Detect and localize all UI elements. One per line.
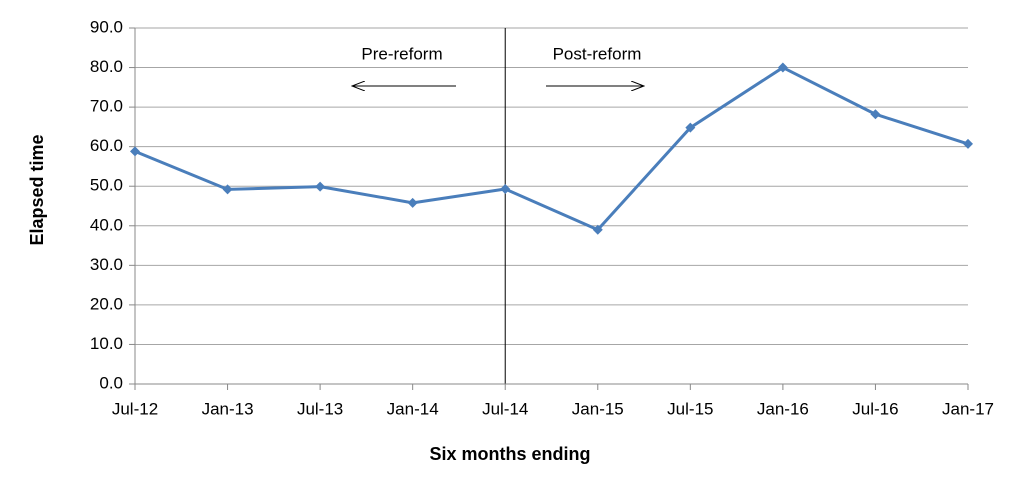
x-axis-label: Six months ending [429, 444, 590, 464]
x-tick-label: Jul-15 [667, 399, 713, 418]
y-tick-label: 40.0 [90, 215, 123, 234]
x-tick-label: Jan-14 [387, 399, 439, 418]
y-tick-label: 90.0 [90, 17, 123, 36]
x-tick-label: Jul-12 [112, 399, 158, 418]
marker [222, 184, 233, 195]
y-tick-label: 60.0 [90, 136, 123, 155]
marker [315, 181, 326, 192]
y-tick-label: 30.0 [90, 255, 123, 274]
y-tick-label: 80.0 [90, 57, 123, 76]
x-tick-label: Jul-16 [852, 399, 898, 418]
marker [777, 62, 788, 73]
y-tick-label: 20.0 [90, 294, 123, 313]
y-axis-label: Elapsed time [27, 134, 47, 245]
x-tick-label: Jan-17 [942, 399, 994, 418]
marker [963, 138, 973, 149]
marker [870, 109, 881, 120]
marker [407, 197, 418, 208]
marker [685, 122, 696, 133]
marker [500, 183, 511, 194]
x-tick-label: Jan-15 [572, 399, 624, 418]
annotation: Pre-reform [361, 44, 442, 63]
y-tick-label: 10.0 [90, 334, 123, 353]
x-tick-label: Jul-14 [482, 399, 528, 418]
marker [592, 224, 603, 235]
y-tick-label: 70.0 [90, 97, 123, 116]
x-tick-label: Jul-13 [297, 399, 343, 418]
x-tick-label: Jan-16 [757, 399, 809, 418]
series-line [134, 66, 969, 232]
annotation: Post-reform [553, 44, 642, 63]
y-tick-label: 0.0 [99, 373, 123, 392]
x-tick-label: Jan-13 [202, 399, 254, 418]
y-tick-label: 50.0 [90, 176, 123, 195]
marker [130, 146, 140, 157]
